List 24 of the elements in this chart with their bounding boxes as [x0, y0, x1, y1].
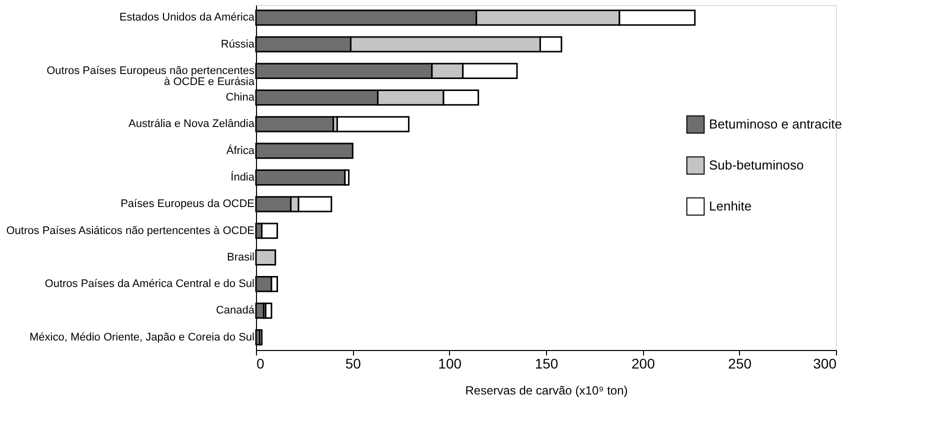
legend-label: Lenhite [709, 198, 752, 214]
y-tick-label: África [226, 144, 256, 157]
x-tick-label: 50 [345, 356, 362, 372]
x-tick-label: 300 [813, 356, 837, 372]
y-tick-label: Brasil [226, 251, 254, 264]
y-tick-label: China [226, 92, 256, 104]
legend-label: Sub-betuminoso [709, 158, 804, 172]
y-tick-label: Outros Países Europeus não pertencentes à OCDE e Eurásia [46, 64, 256, 88]
y-tick-label: Outros Países Asiáticos não pertencentes à OCDE [6, 224, 254, 237]
x-tick-label: 100 [438, 356, 462, 372]
y-tick-label: Estados Unidos da América [119, 12, 256, 24]
y-tick-label: Índia [230, 170, 256, 184]
y-tick-label: Outros Países da América Central e do Sul [44, 278, 254, 290]
y-tick-label: Rússia [220, 38, 256, 50]
y-tick-label: Austrália e Nova Zelândia [128, 118, 256, 130]
x-axis-title: Reservas de carvão (x10⁹ ton) [465, 384, 628, 398]
x-tick-label: 150 [534, 356, 558, 372]
y-tick-label: México, Médio Oriente, Japão e Coreia do Sul [29, 331, 254, 344]
y-tick-label: Canadá [216, 304, 256, 317]
legend-label: Betuminoso e antracite [709, 116, 842, 132]
x-tick-label: 0 [256, 356, 264, 372]
x-tick-label: 250 [728, 356, 752, 372]
y-tick-label: Países Europeus da OCDE [120, 198, 254, 210]
x-tick-label: 200 [631, 356, 656, 372]
